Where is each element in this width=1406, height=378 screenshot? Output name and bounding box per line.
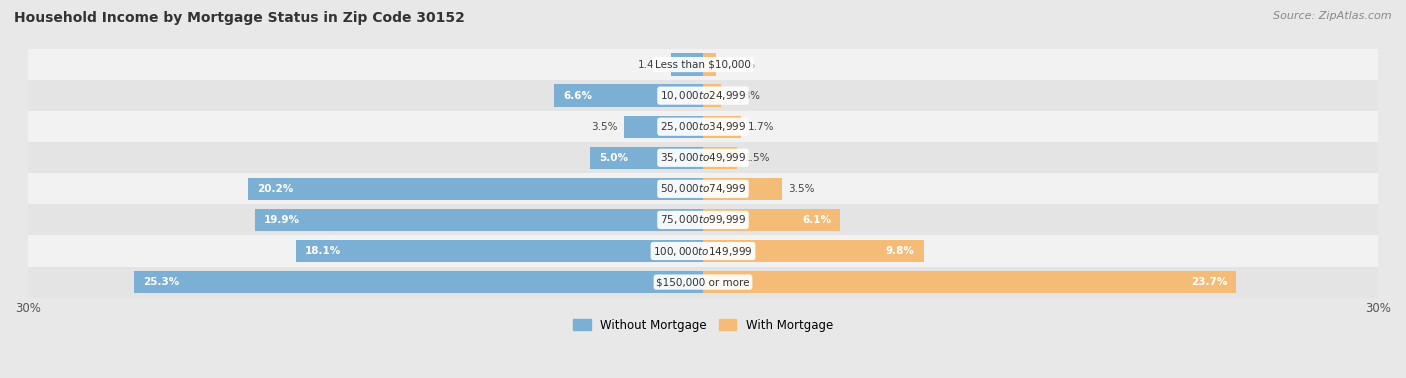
Text: Household Income by Mortgage Status in Zip Code 30152: Household Income by Mortgage Status in Z… [14,11,465,25]
Bar [703,178,782,200]
Text: 3.5%: 3.5% [789,184,815,194]
Text: Source: ZipAtlas.com: Source: ZipAtlas.com [1274,11,1392,21]
Text: $35,000 to $49,999: $35,000 to $49,999 [659,151,747,164]
Bar [28,142,1378,174]
Text: 5.0%: 5.0% [599,153,628,163]
Bar [624,116,703,138]
Text: 0.58%: 0.58% [723,60,756,70]
Bar [295,240,703,262]
Bar [28,111,1378,142]
Bar [134,271,703,293]
Text: 25.3%: 25.3% [142,277,179,287]
Text: $75,000 to $99,999: $75,000 to $99,999 [659,214,747,226]
Bar [591,147,703,169]
Text: $100,000 to $149,999: $100,000 to $149,999 [654,245,752,257]
Text: Less than $10,000: Less than $10,000 [655,60,751,70]
Text: $50,000 to $74,999: $50,000 to $74,999 [659,182,747,195]
Text: 0.78%: 0.78% [727,91,761,101]
Bar [554,84,703,107]
Bar [256,209,703,231]
Bar [28,80,1378,111]
Bar [28,174,1378,204]
Bar [28,204,1378,235]
Bar [703,84,720,107]
Bar [672,53,703,76]
Text: 23.7%: 23.7% [1191,277,1227,287]
Text: 1.7%: 1.7% [748,122,775,132]
Bar [703,271,1236,293]
Text: 9.8%: 9.8% [886,246,914,256]
Bar [703,147,737,169]
Text: 20.2%: 20.2% [257,184,294,194]
Bar [28,266,1378,297]
Bar [703,209,841,231]
Text: 1.4%: 1.4% [638,60,665,70]
Legend: Without Mortgage, With Mortgage: Without Mortgage, With Mortgage [568,314,838,336]
Bar [28,235,1378,266]
Text: 18.1%: 18.1% [305,246,342,256]
Text: 6.1%: 6.1% [803,215,831,225]
Bar [703,240,924,262]
Bar [249,178,703,200]
Text: 6.6%: 6.6% [564,91,592,101]
Bar [703,53,716,76]
Text: $10,000 to $24,999: $10,000 to $24,999 [659,89,747,102]
Text: $25,000 to $34,999: $25,000 to $34,999 [659,120,747,133]
Text: 19.9%: 19.9% [264,215,301,225]
Bar [28,49,1378,80]
Text: 3.5%: 3.5% [591,122,617,132]
Bar [703,116,741,138]
Text: 1.5%: 1.5% [744,153,770,163]
Text: $150,000 or more: $150,000 or more [657,277,749,287]
